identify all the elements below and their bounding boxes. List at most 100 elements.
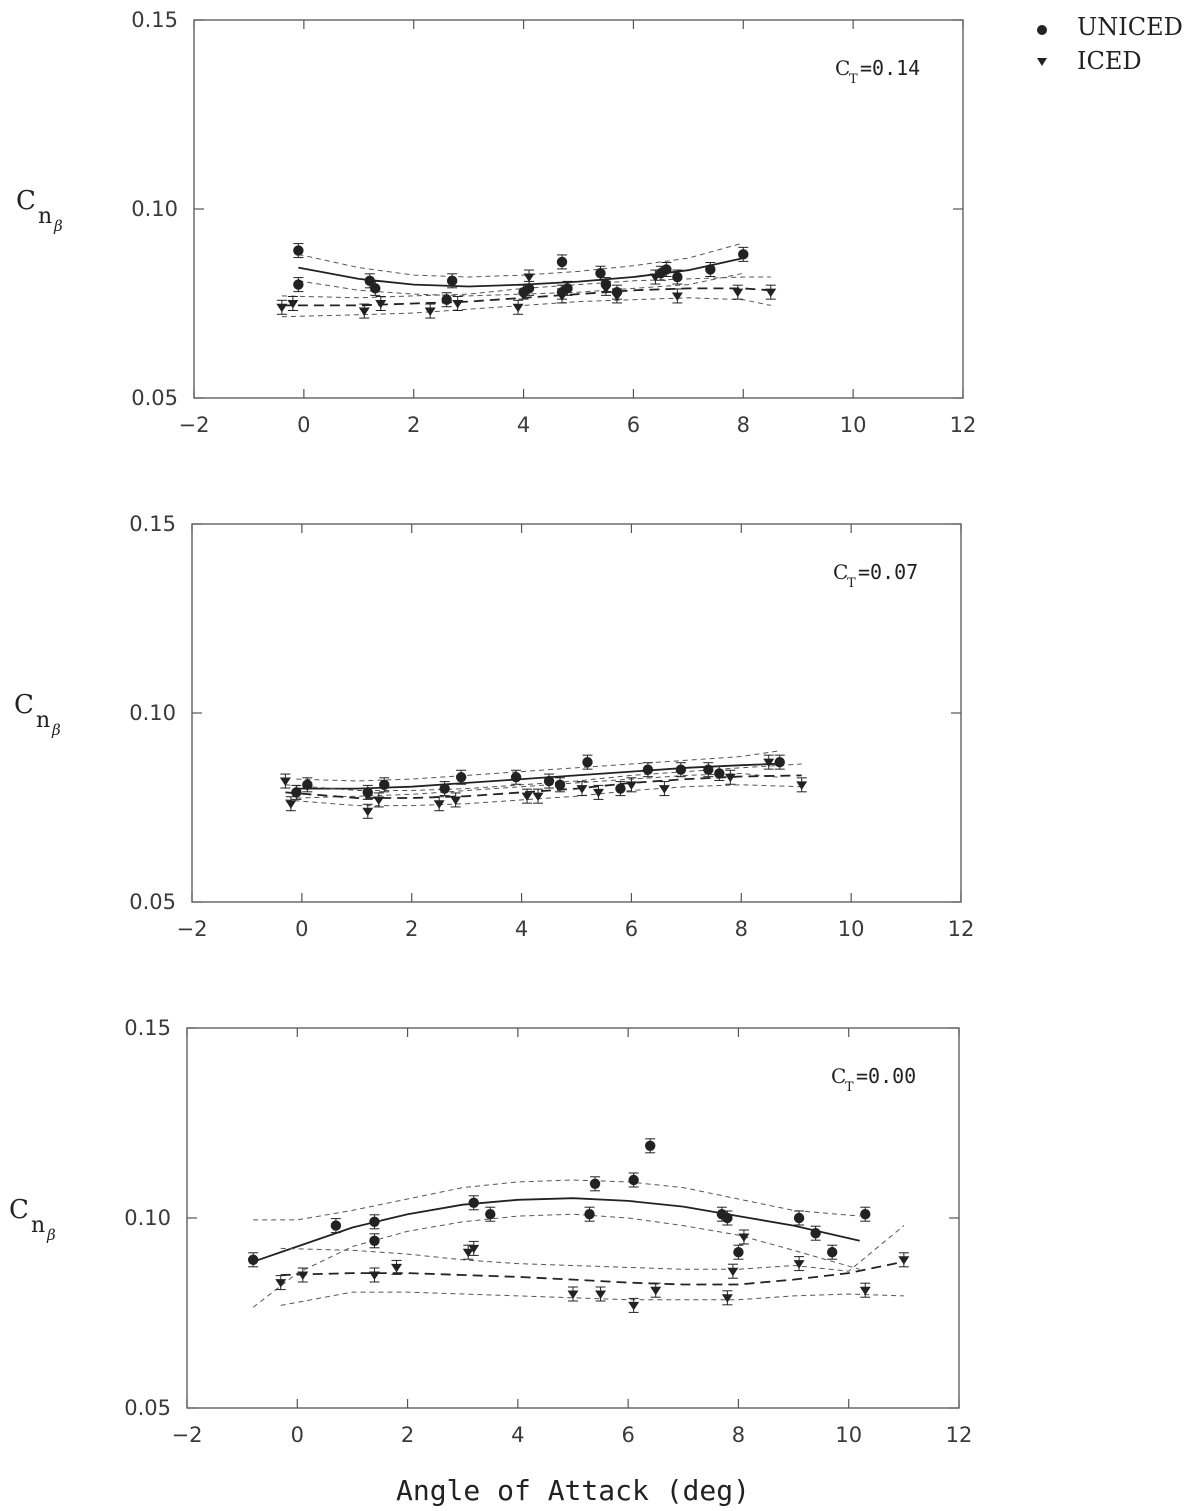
iced-point [375,300,387,309]
uniced-point [439,783,450,794]
uniced-point [455,772,467,783]
y-tick-label: 0.05 [131,386,178,410]
uniced-point [675,764,687,775]
iced-point [556,292,568,301]
iced-upper-bound-line [281,276,771,299]
legend: UNICED ICED [1037,13,1183,75]
x-tick-label: −2 [177,917,208,941]
legend-iced-marker [1037,58,1047,66]
x-axis-label: Angle of Attack (deg) [396,1474,750,1507]
y-axis-label: Cn β [9,1195,56,1244]
x-tick-label: 6 [621,1423,634,1447]
x-tick-label: 6 [625,917,638,941]
uniced-point [362,787,373,798]
iced-point [368,1271,380,1280]
y-tick-label: 0.05 [124,1396,171,1420]
x-tick-label: 8 [732,1423,745,1447]
uniced-point [722,1212,733,1224]
annotation-value: =0.07 [858,560,918,584]
y-tick-label: 0.15 [131,8,178,32]
iced-point [650,1286,662,1296]
uniced-point [582,756,593,768]
legend-uniced-marker [1037,25,1047,35]
uniced-point [468,1197,479,1209]
uniced-point [330,1220,342,1231]
uniced-point [642,764,654,775]
iced-point [358,307,370,317]
uniced-point [628,1174,639,1186]
annotation-sub: T [847,576,856,591]
uniced-point [615,783,626,794]
iced-point [658,785,670,794]
x-tick-label: −2 [172,1423,203,1447]
uniced-point [369,1235,380,1247]
y-tick-label: 0.10 [131,197,178,221]
uniced-point [554,779,566,791]
annotation-sub: T [845,1080,854,1095]
annotation-sub: T [849,72,858,87]
thrust-coefficient-annotation: CT =0.07 [833,560,918,591]
uniced-point [556,256,568,268]
iced-point [763,758,775,768]
y-axis-label-subsub: β [53,217,63,235]
uniced-point [703,764,714,775]
iced-point [796,781,808,790]
x-tick-label: 8 [735,917,748,941]
uniced-point [584,1209,595,1220]
uniced-point [523,283,535,294]
y-tick-label: 0.15 [129,512,176,536]
iced-point [595,1290,607,1299]
uniced-point [510,772,522,783]
thrust-coefficient-annotation: CT =0.00 [831,1064,916,1095]
uniced-point [364,275,375,287]
x-tick-label: 0 [291,1423,304,1447]
uniced-point [860,1209,871,1220]
uniced-point [370,283,381,294]
iced-point [724,773,736,783]
uniced-point [446,275,458,287]
uniced-point [774,756,785,768]
x-tick-label: 2 [401,1423,414,1447]
annotation-base: C [831,1064,846,1088]
y-tick-label: 0.10 [129,701,176,725]
iced-point [391,1263,403,1273]
uniced-point [826,1247,838,1258]
iced-point [275,1279,287,1288]
uniced-point [293,245,304,256]
iced-point [276,303,288,313]
y-tick-label: 0.05 [129,890,176,914]
annotation-base: C [833,560,848,584]
iced-point [362,807,374,817]
y-axis-label: Cn β [14,690,61,739]
uniced-lower-bound-line [252,1213,860,1308]
iced-fit-line [285,774,802,799]
iced-point [765,288,777,298]
iced-point [625,781,637,790]
iced-point [523,273,535,283]
uniced-point [562,283,573,294]
iced-point [297,1271,309,1280]
uniced-point [485,1209,496,1220]
iced-point [649,273,661,283]
iced-point [462,1248,474,1258]
iced-fit-line [280,1260,905,1286]
iced-point [452,300,464,309]
annotation-base: C [835,56,850,80]
x-tick-label: −2 [179,413,210,437]
y-axis-label-sub: n [36,708,50,733]
iced-fit-line [281,287,771,307]
y-axis-label-subsub: β [51,721,61,739]
uniced-point [543,775,555,787]
y-axis-label: Cn β [16,186,63,235]
iced-point [279,777,291,787]
iced-lower-bound-line [285,784,802,807]
uniced-point [738,249,749,260]
uniced-point [293,279,304,290]
uniced-point [672,271,683,283]
x-tick-label: 6 [627,413,640,437]
iced-point [793,1260,805,1269]
uniced-point [645,1140,656,1152]
